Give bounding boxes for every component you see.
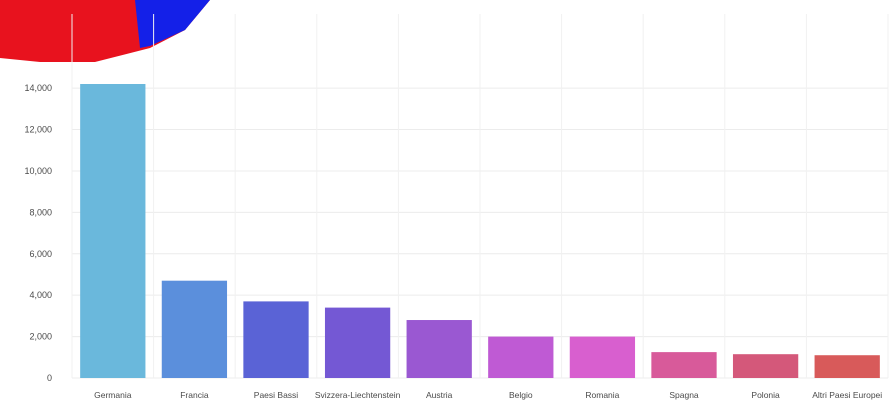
pie-slice-blue [135,0,210,48]
y-axis: 0 2,000 4,000 6,000 8,000 10,000 12,000 14,000 [24,83,52,383]
bar [488,336,554,378]
bar [243,301,309,378]
y-tick-label: 14,000 [24,83,52,93]
x-axis: Germania Francia Paesi Bassi Svizzera-Liech… [94,390,882,400]
y-tick-label: 0 [47,373,52,383]
bar [80,84,146,378]
bar [651,352,717,378]
x-tick-label: Polonia [751,390,780,400]
bar [732,354,799,378]
x-tick-label: Altri Paesi Europei [812,390,882,400]
y-tick-label: 4,000 [29,290,52,300]
bar [406,320,472,378]
x-tick-label: Svizzera-Liechtenstein [315,390,401,400]
bar [324,307,391,378]
bar [161,280,228,378]
gridlines [71,14,889,379]
bars [80,84,880,378]
pie-fragment [0,0,210,62]
x-tick-label: Paesi Bassi [254,390,299,400]
x-tick-label: Belgio [509,390,533,400]
y-tick-label: 6,000 [29,249,52,259]
y-tick-label: 8,000 [29,207,52,217]
x-tick-label: Spagna [669,390,699,400]
y-tick-label: 10,000 [24,166,52,176]
bar [569,336,636,378]
x-tick-label: Germania [94,390,132,400]
y-tick-label: 2,000 [29,332,52,342]
y-tick-label: 12,000 [24,125,52,135]
x-tick-label: Francia [180,390,209,400]
x-tick-label: Austria [426,390,453,400]
x-tick-label: Romania [585,390,619,400]
bar [814,355,880,378]
